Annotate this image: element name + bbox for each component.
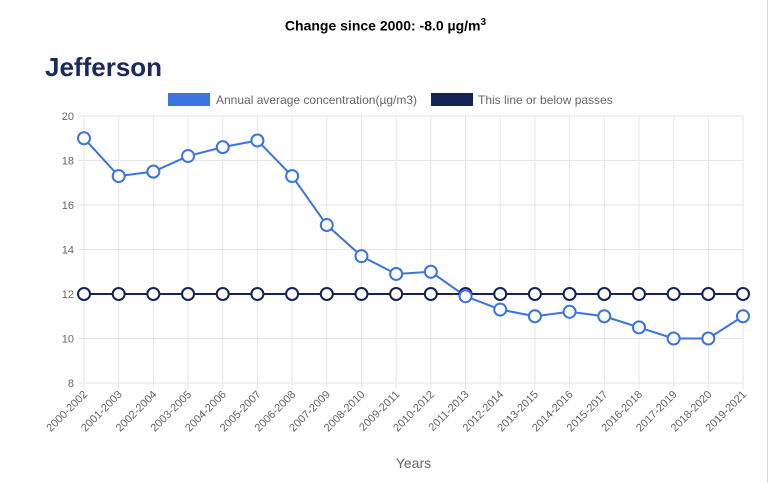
data-point-threshold [666, 287, 681, 301]
data-point-threshold [736, 287, 750, 301]
data-point-threshold [701, 287, 716, 301]
change-since-text: Change since 2000: -8.0 µg/m [284, 17, 481, 34]
data-point-concentration [389, 266, 404, 281]
grid [78, 115, 744, 389]
change-since-unit-exponent: 3 [480, 17, 487, 28]
y-tick-label: 12 [62, 289, 74, 301]
change-since-title: Change since 2000: -8.0 µg/m3 [0, 17, 771, 34]
data-point-concentration [111, 169, 126, 184]
data-point-threshold [319, 287, 334, 301]
x-tick-labels: 2000-20022001-20032002-20042003-20052004… [44, 389, 749, 435]
data-point-threshold [562, 287, 577, 301]
data-point-concentration [319, 218, 334, 233]
legend: Annual average concentration(µg/m3) This … [168, 93, 613, 107]
data-point-threshold [181, 287, 196, 301]
legend-swatch [168, 93, 210, 106]
data-point-concentration [631, 320, 646, 335]
data-point-threshold [631, 287, 646, 301]
data-point-concentration [493, 302, 508, 317]
data-point-concentration [354, 249, 369, 264]
data-point-concentration [285, 169, 300, 184]
data-point-threshold [493, 287, 508, 301]
data-point-concentration [666, 331, 681, 346]
legend-label: Annual average concentration(µg/m3) [216, 93, 417, 107]
data-point-threshold [77, 287, 91, 301]
data-point-concentration [736, 309, 750, 324]
data-point-threshold [111, 287, 126, 301]
data-point-threshold [146, 287, 161, 301]
data-point-concentration [250, 133, 265, 148]
data-point-threshold [354, 287, 369, 301]
panel-edge [767, 0, 768, 483]
y-tick-labels: 8 10 12 14 16 18 20 [62, 111, 74, 390]
series-lines [83, 137, 744, 340]
y-tick-label: 16 [62, 200, 74, 212]
y-tick-label: 14 [62, 245, 74, 257]
y-tick-label: 20 [62, 111, 74, 123]
data-point-concentration [458, 289, 473, 304]
data-point-threshold [285, 287, 300, 301]
data-point-concentration [215, 140, 230, 155]
data-point-concentration [562, 304, 577, 319]
legend-label: This line or below passes [478, 93, 613, 107]
data-point-threshold [215, 287, 230, 301]
series-line-concentration [83, 137, 744, 340]
data-point-threshold [389, 287, 404, 301]
data-point-concentration [597, 309, 612, 324]
data-point-concentration [527, 309, 542, 324]
series-points [77, 131, 750, 346]
data-point-threshold [597, 287, 612, 301]
y-tick-label: 10 [62, 334, 74, 346]
data-point-threshold [423, 287, 438, 301]
y-tick-label: 8 [68, 378, 74, 390]
county-name: Jefferson [45, 52, 163, 82]
x-axis-title: Years [396, 455, 431, 471]
data-point-threshold [527, 287, 542, 301]
data-point-concentration [181, 149, 196, 164]
data-point-concentration [701, 331, 716, 346]
data-point-concentration [423, 264, 438, 279]
data-point-concentration [146, 164, 161, 179]
data-point-threshold [250, 287, 265, 301]
legend-swatch [431, 93, 473, 106]
data-point-concentration [77, 131, 91, 146]
y-tick-label: 18 [62, 156, 74, 168]
